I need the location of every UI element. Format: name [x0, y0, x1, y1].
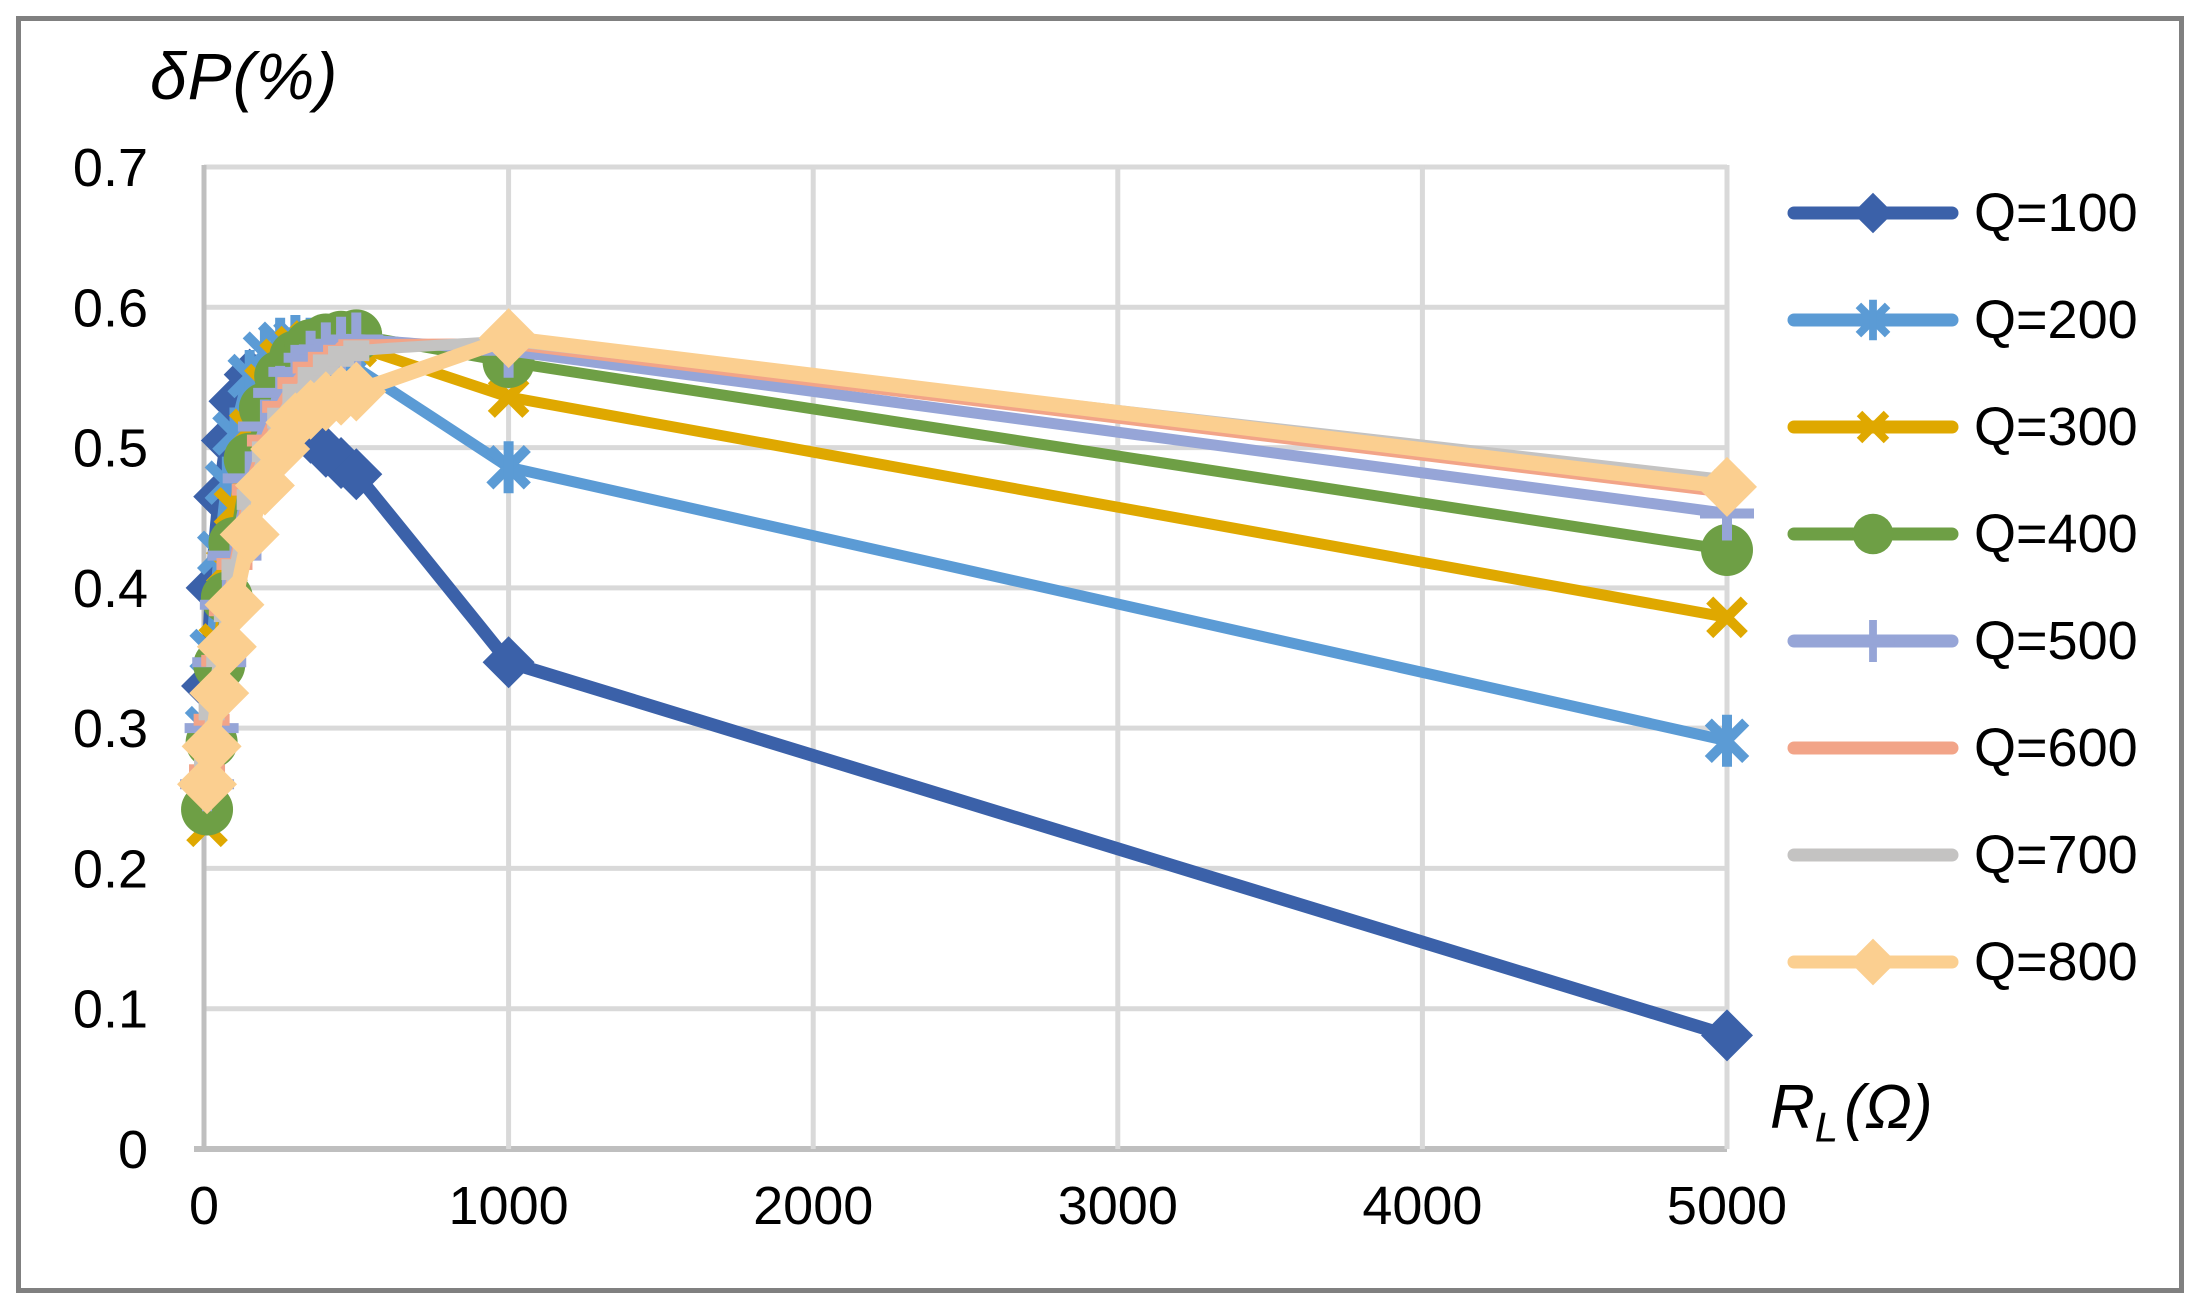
legend-label-q300: Q=300 [1974, 397, 2138, 457]
y-tick-label: 0.7 [73, 138, 148, 198]
legend-marker-q500 [1851, 619, 1895, 663]
data-point-q700 [343, 340, 370, 362]
y-tick-label: 0.5 [73, 419, 148, 479]
legend-label-q700: Q=700 [1974, 825, 2138, 885]
x-axis-title: RL(Ω) [1770, 1072, 1933, 1151]
y-tick-label: 0.4 [73, 559, 148, 619]
data-point-q800 [177, 754, 238, 815]
chart-legend: Q=100 Q=200 Q=300 Q=400 Q=500 Q=600 Q=700 Q=800 [1786, 181, 2138, 994]
data-point-q400 [1701, 523, 1753, 576]
y-tick-label: 0.6 [73, 278, 148, 338]
x-axis-title-subscript: L [1814, 1103, 1839, 1151]
x-tick-label: 1000 [449, 1176, 569, 1236]
legend-swatch-q400 [1787, 513, 1959, 555]
y-tick-label: 0 [118, 1120, 148, 1180]
x-tick-label: 4000 [1362, 1176, 1482, 1236]
data-point-q800 [326, 361, 387, 422]
legend-label-q200: Q=200 [1974, 290, 2138, 350]
legend-item-q500: Q=500 [1786, 609, 2138, 673]
legend-item-q100: Q=100 [1786, 181, 2138, 245]
legend-swatch-q800 [1787, 938, 1959, 986]
legend-item-q300: Q=300 [1786, 395, 2138, 459]
data-point-q300 [487, 376, 530, 418]
legend-swatch-q500 [1787, 619, 1959, 663]
data-point-q100 [1701, 1009, 1753, 1062]
legend-marker-q800 [1849, 938, 1897, 986]
legend-item-q800: Q=800 [1786, 930, 2138, 994]
data-point-q600 [277, 377, 314, 389]
y-axis-title: δP(%) [150, 39, 339, 113]
data-point-q200 [486, 441, 531, 494]
tick-labels: 0 0.1 0.2 0.3 0.4 0.5 0.6 0.7 0 1000 2000 3000 4000 5… [73, 138, 1787, 1236]
y-tick-label: 0.2 [73, 839, 148, 899]
legend-marker-q400 [1852, 513, 1894, 555]
x-tick-label: 2000 [753, 1176, 873, 1236]
data-point-q800 [196, 616, 257, 677]
data-point-q800 [181, 716, 242, 777]
data-point-q800 [189, 663, 250, 724]
legend-label-q100: Q=100 [1974, 183, 2138, 243]
legend-marker-q300 [1856, 410, 1890, 444]
data-point-q800 [1697, 456, 1757, 517]
legend-swatch-q100 [1787, 192, 1959, 234]
series-q200 [184, 314, 1750, 767]
x-tick-label: 3000 [1058, 1176, 1178, 1236]
legend-swatch-q300 [1787, 410, 1959, 444]
series-markers-q200 [184, 314, 1750, 767]
series-q800 [177, 308, 1757, 815]
series-line-q100 [200, 367, 1734, 1042]
legend-item-q700: Q=700 [1786, 823, 2138, 887]
y-tick-label: 0.1 [73, 980, 148, 1040]
legend-label-q600: Q=600 [1974, 718, 2138, 778]
data-point-q800 [478, 308, 539, 369]
x-axis-title-unit: (Ω) [1844, 1073, 1933, 1142]
legend-item-q600: Q=600 [1786, 716, 2138, 780]
legend-label-q800: Q=800 [1974, 932, 2138, 992]
legend-marker-q200 [1855, 299, 1891, 341]
x-tick-label: 0 [189, 1176, 219, 1236]
x-tick-label: 5000 [1667, 1176, 1787, 1236]
series-markers-q800 [177, 308, 1757, 815]
legend-swatch-q700 [1787, 848, 1959, 862]
data-point-q100 [482, 636, 535, 689]
data-point-q300 [1706, 596, 1748, 639]
legend-item-q400: Q=400 [1786, 502, 2138, 566]
y-tick-label: 0.3 [73, 699, 148, 759]
data-point-q600 [262, 400, 299, 413]
data-point-q100 [330, 448, 383, 501]
legend-marker-q100 [1852, 192, 1894, 234]
data-point-q200 [1704, 714, 1750, 767]
legend-label-q400: Q=400 [1974, 504, 2138, 564]
gridlines [194, 164, 1730, 1152]
legend-swatch-q600 [1787, 741, 1959, 755]
legend-item-q200: Q=200 [1786, 288, 2138, 352]
data-point-q800 [219, 504, 280, 565]
x-axis-title-symbol: R [1770, 1073, 1815, 1142]
legend-swatch-q200 [1787, 299, 1959, 341]
data-point-q800 [204, 574, 265, 635]
legend-label-q500: Q=500 [1974, 611, 2138, 671]
